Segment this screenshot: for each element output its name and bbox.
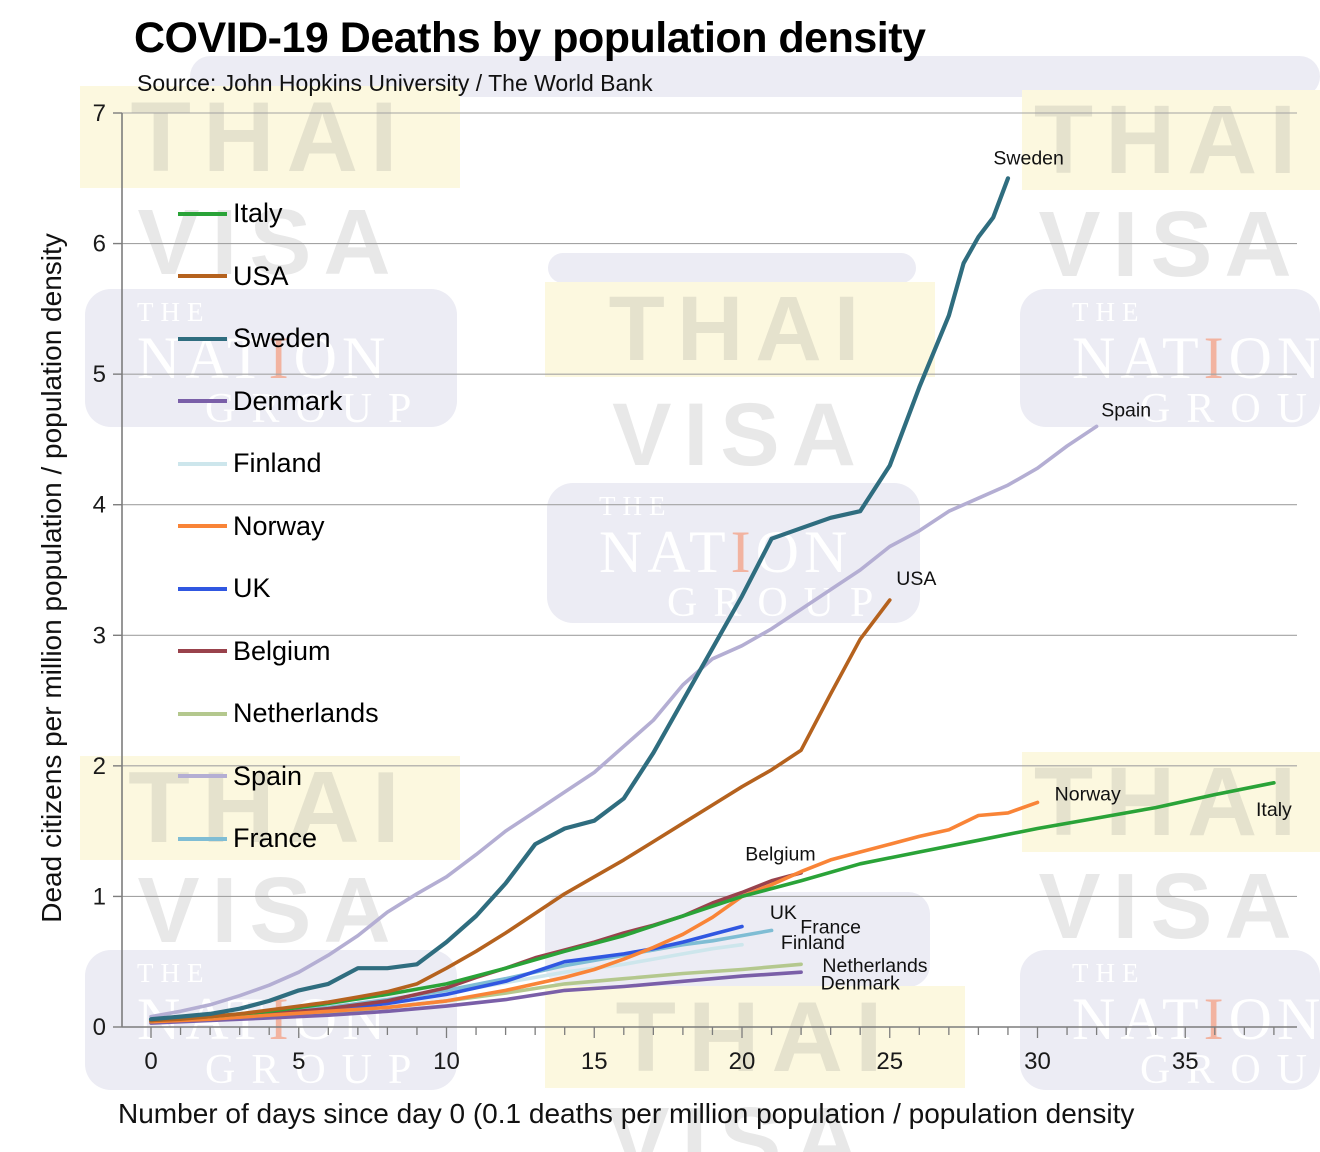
series-label-denmark: Denmark [821,973,900,995]
series-line-sweden [148,176,1011,1022]
watermark-box [548,253,916,283]
watermark-word: VISA [612,388,868,480]
series-label-uk: UK [770,902,797,924]
watermark-text: GROUP [1140,386,1320,427]
watermark-word: THAI [608,282,872,377]
watermark-thai: THAI [1022,752,1320,852]
series-line-norway [149,800,1040,1024]
watermark-thai: THAI [1022,90,1320,190]
series-line-spain [149,424,1099,1019]
watermark-visa: VISA [545,388,935,480]
watermark-visa: VISA [545,1092,935,1152]
y-tick-label: 0 [93,1014,106,1041]
series-line-usa [149,598,892,1023]
y-tick-label: 6 [93,231,106,258]
series-label-usa: USA [896,568,936,590]
x-tick-label: 5 [292,1048,305,1075]
watermark-text: GROUP [1140,1047,1320,1090]
watermark-text: NATION [1072,986,1320,1052]
x-tick-label: 30 [1024,1048,1051,1075]
watermark-text: GROUP [205,386,428,427]
watermark-word: THAI [1033,90,1309,190]
x-axis-title: Number of days since day 0 (0.1 deaths p… [118,1098,1135,1129]
y-tick-label: 3 [93,622,106,649]
watermark-text: THE [137,297,211,327]
x-tick-label: 15 [581,1048,608,1075]
series-label-netherlands: Netherlands [822,955,927,977]
watermark-word: VISA [607,1092,873,1152]
watermark-text: NATION [137,325,391,391]
watermark-text: THE [1072,958,1146,988]
x-tick-label: 10 [433,1048,460,1075]
series-label-italy: Italy [1256,799,1292,821]
series-label-sweden: Sweden [993,147,1063,169]
y-tick-label: 1 [93,883,106,910]
watermark-text: GROUP [205,1047,428,1090]
x-tick-label: 35 [1172,1048,1199,1075]
series-line-denmark [149,970,803,1025]
watermark-text: NATION [599,519,853,585]
watermark-word: VISA [1038,858,1304,954]
watermark-text: THE [1072,297,1146,327]
watermark-thai: THAI [545,986,965,1088]
chart-source: Source: John Hopkins University / The Wo… [137,70,653,96]
x-tick-label: 20 [729,1048,756,1075]
watermark-thai: THAI [80,756,460,860]
x-tick-label: 0 [144,1048,157,1075]
watermark-thai: THAI [545,282,935,377]
series-label-norway: Norway [1055,783,1121,805]
series-label-finland: Finland [781,932,845,954]
y-tick-label: 2 [93,753,106,780]
chart-title: COVID-19 Deaths by population density [134,14,926,62]
watermark-word: THAI [1033,752,1309,852]
watermark-word: THAI [130,86,410,188]
series-label-france: France [800,916,861,938]
watermark-text: THE [137,958,211,988]
watermark-text: NATION [1072,325,1320,391]
watermark-word: THAI [128,756,412,860]
y-axis-title: Dead citizens per million population / p… [36,233,67,923]
watermark-text: GROUP [667,580,890,623]
y-tick-label: 4 [93,492,106,519]
series-label-belgium: Belgium [745,843,815,865]
y-tick-label: 5 [93,361,106,388]
watermark-word: THAI [615,986,895,1088]
series-label-spain: Spain [1101,399,1151,421]
watermark-text: THE [599,491,673,521]
y-tick-label: 7 [93,100,106,127]
watermark-visa: VISA [1022,858,1320,954]
x-tick-label: 25 [876,1048,903,1075]
watermark-thai: THAI [80,86,460,188]
